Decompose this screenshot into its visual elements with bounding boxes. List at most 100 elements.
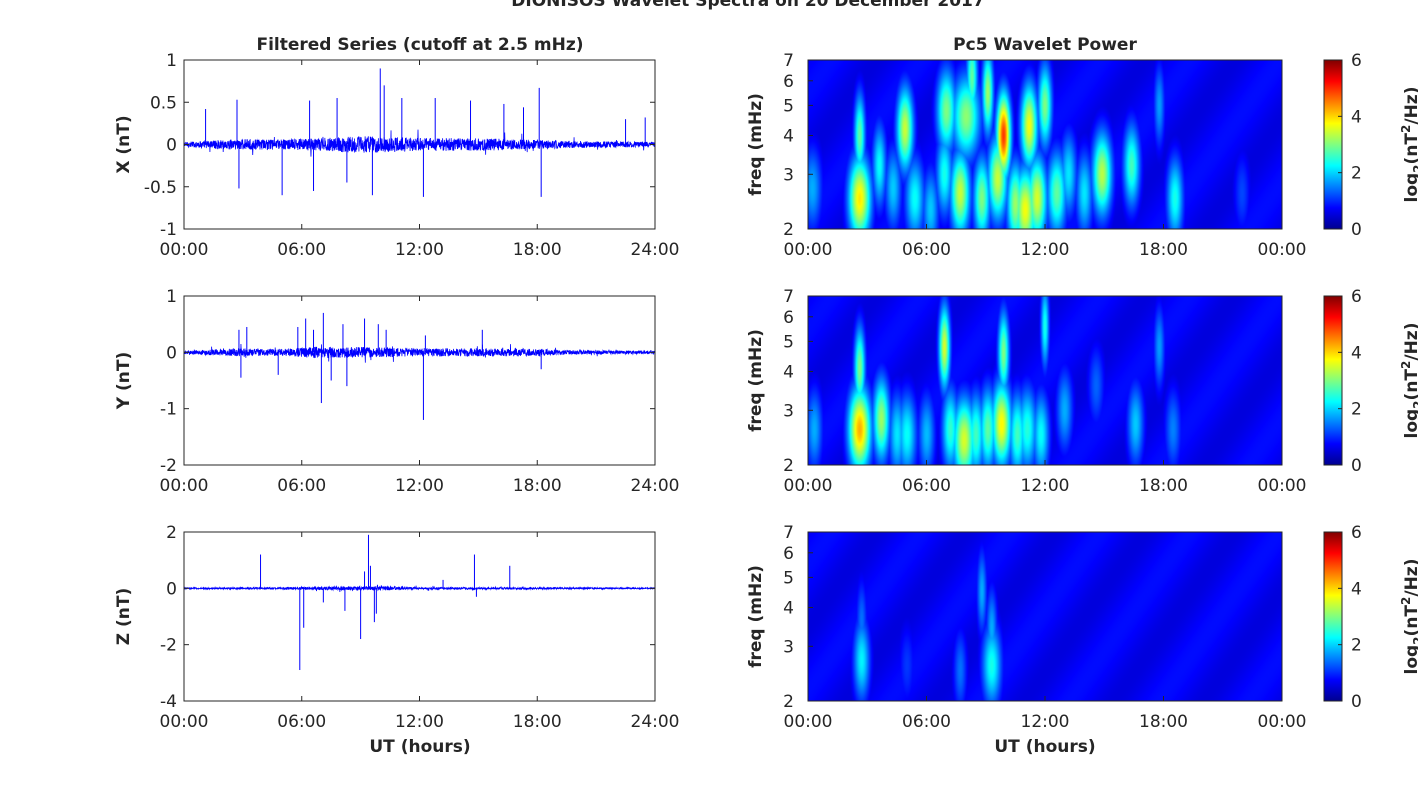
y-axis-label: freq (mHz) [746,565,766,668]
colorbar-tick-label: 4 [1351,343,1362,363]
x-tick-label: 12:00 [1021,240,1070,260]
x-tick-label: 06:00 [277,476,326,496]
y-tick-label: 5 [783,96,794,116]
wavelet-power-heatmap [808,296,1282,465]
x-tick-label: 06:00 [277,240,326,260]
y-axis-label: Z (nT) [114,588,134,645]
y-tick-label: 6 [783,72,794,92]
x-tick-label: 06:00 [902,712,951,732]
x-tick-label: 12:00 [395,240,444,260]
y-tick-label: 2 [783,220,794,240]
y-axis-label: freq (mHz) [746,93,766,196]
y-tick-label: 1 [166,287,177,307]
colorbar-label: log2(nT2/Hz) [1399,323,1418,439]
y-tick-label: 4 [783,598,794,618]
x-tick-label: 00:00 [1258,240,1307,260]
x-tick-label: 12:00 [1021,712,1070,732]
y-tick-label: 0 [166,579,177,599]
y-tick-label: 0.5 [150,93,177,113]
y-tick-label: 0 [166,136,177,156]
series-panel-1: 00:00 06:00 12:00 18:00 24:00 1 0 -1 -2 Y (nT) [114,287,680,496]
y-tick-label: 4 [783,362,794,382]
series-line [183,343,656,363]
colorbar-scale [1323,295,1343,466]
y-tick-label: 2 [783,456,794,476]
colorbar: 6 4 2 0 log2(nT2/Hz) [1323,51,1418,240]
colorbar-tick-label: 6 [1351,287,1362,307]
colorbar-tick-label: 6 [1351,51,1362,71]
x-tick-label: 00:00 [784,476,833,496]
x-tick-label: 24:00 [631,476,680,496]
x-tick-label: 12:00 [395,712,444,732]
y-axis-label: Y (nT) [114,352,134,410]
series-line [183,129,656,157]
colorbar-tick-label: 2 [1351,164,1362,184]
x-tick-label: 06:00 [902,240,951,260]
x-tick-label: 18:00 [1139,240,1188,260]
colorbar-tick-label: 0 [1351,456,1362,476]
y-tick-label: 2 [166,523,177,543]
plot-area [184,296,655,465]
colorbar-scale [1323,59,1343,230]
colorbar-tick-label: 2 [1351,636,1362,656]
x-tick-label: 18:00 [1139,712,1188,732]
x-tick-label: 12:00 [1021,476,1070,496]
left-column-title: Filtered Series (cutoff at 2.5 mHz) [256,35,583,55]
y-tick-label: 5 [783,568,794,588]
y-tick-label: 3 [783,165,794,185]
y-tick-label: 4 [783,126,794,146]
wavelet-power-heatmap [808,60,1282,229]
y-tick-label: 1 [166,51,177,71]
colorbar: 6 4 2 0 log2(nT2/Hz) [1323,287,1418,476]
x-tick-label: 00:00 [784,240,833,260]
x-tick-label: 18:00 [513,476,562,496]
y-axis-label: X (nT) [114,115,134,173]
x-tick-label: 00:00 [160,240,209,260]
x-tick-label: 06:00 [277,712,326,732]
y-tick-label: 3 [783,637,794,657]
y-tick-label: -4 [160,692,177,712]
y-tick-label: -2 [160,456,177,476]
x-tick-label: 00:00 [784,712,833,732]
series-panel-2: 00:00 06:00 12:00 18:00 24:00 2 0 -2 -4 Z (nT) [114,523,680,732]
series-panel-0: 00:00 06:00 12:00 18:00 24:00 1 0.5 0 -0.5 -1 X (n… [114,51,680,260]
right-column-title: Pc5 Wavelet Power [953,35,1137,55]
colorbar-tick-label: 6 [1351,523,1362,543]
colorbar-label: log2(nT2/Hz) [1399,87,1418,203]
x-tick-label: 00:00 [160,476,209,496]
x-tick-label: 18:00 [1139,476,1188,496]
y-axis-label: freq (mHz) [746,329,766,432]
y-tick-label: 7 [783,51,794,71]
x-tick-label: 24:00 [631,712,680,732]
y-tick-label: -0.5 [144,178,177,198]
y-tick-label: 6 [783,544,794,564]
y-tick-label: 6 [783,308,794,328]
x-tick-label: 00:00 [160,712,209,732]
x-tick-label: 12:00 [395,476,444,496]
colorbar-label: log2(nT2/Hz) [1399,559,1418,675]
x-axis-label-left: UT (hours) [369,737,470,757]
x-tick-label: 18:00 [513,712,562,732]
y-tick-label: 3 [783,401,794,421]
y-tick-label: 7 [783,523,794,543]
colorbar-tick-label: 2 [1351,400,1362,420]
wavelet-power-heatmap [808,532,1282,701]
colorbar-tick-label: 0 [1351,220,1362,240]
y-tick-label: 2 [783,692,794,712]
colorbar-tick-label: 0 [1351,692,1362,712]
y-tick-label: -1 [160,400,177,420]
x-tick-label: 06:00 [902,476,951,496]
x-tick-label: 18:00 [513,240,562,260]
colorbar-tick-label: 4 [1351,107,1362,127]
plot-area [184,532,655,701]
y-tick-label: 5 [783,332,794,352]
series-line [183,584,656,593]
panels: 00:00 06:00 12:00 18:00 24:00 1 0.5 0 -0.5 -1 X (n… [114,51,1418,732]
y-tick-label: 0 [166,343,177,363]
x-tick-label: 00:00 [1258,476,1307,496]
y-tick-label: -2 [160,636,177,656]
